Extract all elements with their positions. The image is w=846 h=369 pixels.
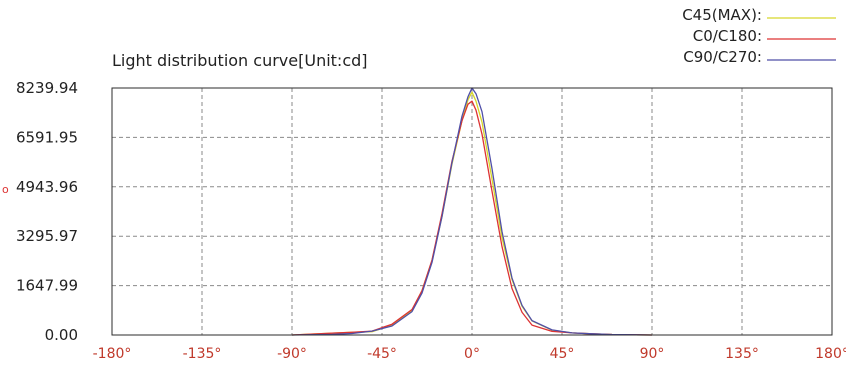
- x-tick-label: 90°: [640, 346, 665, 362]
- chart-title: Light distribution curve[Unit:cd]: [112, 51, 368, 70]
- y-tick-label: 1647.99: [16, 277, 78, 295]
- x-tick-label: -45°: [367, 346, 397, 362]
- x-axis-tick-labels: -180° -135° -90° -45° 0° 45° 90° 135° 180°: [93, 346, 846, 362]
- legend-label: C0/C180:: [693, 27, 762, 45]
- x-tick-label: -180°: [93, 346, 132, 362]
- y-tick-label: 6591.95: [16, 128, 78, 146]
- legend-label: C90/C270:: [683, 48, 762, 66]
- x-tick-label: 45°: [550, 346, 575, 362]
- x-tick-label: 180°: [815, 346, 846, 362]
- y-side-marker: o: [2, 183, 9, 196]
- y-axis-tick-labels: 0.00 1647.99 3295.97 4943.96 6591.95 8239.94: [16, 79, 78, 344]
- x-tick-label: 135°: [725, 346, 759, 362]
- x-tick-label: -135°: [183, 346, 222, 362]
- y-tick-label: 3295.97: [16, 227, 78, 245]
- plot-frame: [111, 87, 833, 336]
- legend-label: C45(MAX):: [682, 6, 762, 24]
- grid-lines: [112, 88, 832, 335]
- legend: C45(MAX): C0/C180: C90/C270:: [682, 6, 836, 66]
- y-tick-label: 0.00: [45, 326, 78, 344]
- series-curve: [291, 100, 653, 336]
- y-tick-label: 8239.94: [16, 79, 78, 97]
- y-tick-label: 4943.96: [16, 178, 78, 196]
- x-tick-label: 0°: [464, 346, 480, 362]
- x-tick-label: -90°: [277, 346, 307, 362]
